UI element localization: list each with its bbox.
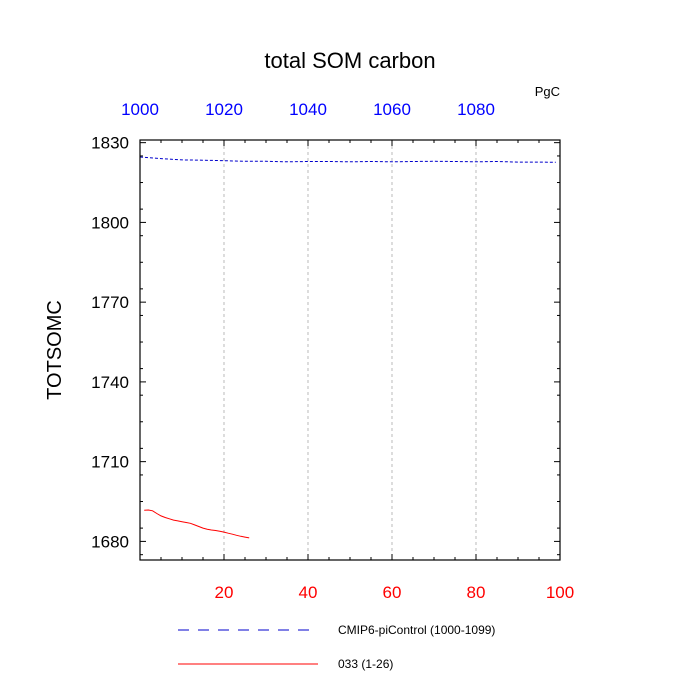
- plot-frame: [139, 139, 561, 561]
- units-label: PgC: [535, 84, 560, 99]
- x-top-tick-label: 1040: [289, 100, 327, 119]
- x-top-tick-label: 1060: [373, 100, 411, 119]
- x-bottom-tick-label: 60: [383, 583, 402, 602]
- legend-label: CMIP6-piControl (1000-1099): [338, 623, 495, 637]
- y-tick-label: 1680: [91, 532, 129, 551]
- series-line-1: [144, 509, 250, 539]
- x-bottom-tick-label: 100: [546, 583, 574, 602]
- axes: 20 40 60 80 100 1000 1020 1040 1060 1080 1680 1710 1…: [91, 100, 574, 602]
- y-tick-label: 1800: [91, 213, 129, 232]
- x-top-tick-label: 1000: [121, 100, 159, 119]
- y-tick-label: 1740: [91, 373, 129, 392]
- series-layer: [139, 156, 556, 539]
- grid-lines: [223, 140, 477, 560]
- legend: CMIP6-piControl (1000-1099) 033 (1-26): [178, 623, 495, 671]
- y-tick-label: 1830: [91, 134, 129, 153]
- x-top-tick-label: 1080: [457, 100, 495, 119]
- y-axis-label: TOTSOMC: [44, 300, 66, 400]
- x-bottom-tick-label: 20: [215, 583, 234, 602]
- chart-title: total SOM carbon: [264, 48, 435, 73]
- x-bottom-tick-label: 40: [299, 583, 318, 602]
- x-bottom-tick-label: 80: [467, 583, 486, 602]
- legend-label: 033 (1-26): [338, 657, 393, 671]
- y-tick-label: 1710: [91, 453, 129, 472]
- x-top-tick-label: 1020: [205, 100, 243, 119]
- y-tick-label: 1770: [91, 293, 129, 312]
- series-line-0: [139, 156, 556, 163]
